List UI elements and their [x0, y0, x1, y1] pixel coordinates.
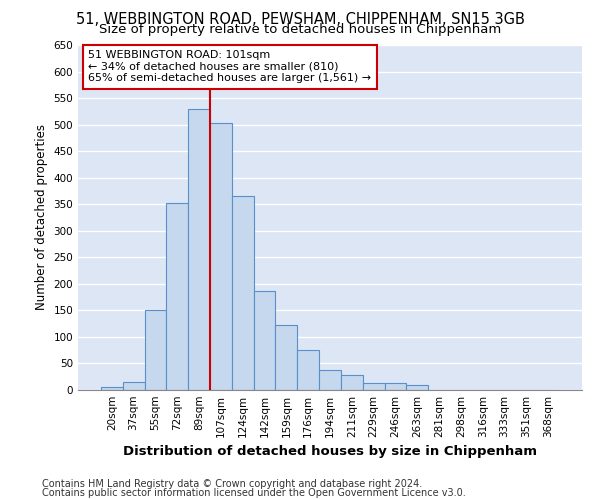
Bar	[101, 388, 123, 390]
Bar	[188, 108, 210, 390]
Text: Contains public sector information licensed under the Open Government Licence v3: Contains public sector information licen…	[42, 488, 466, 498]
Text: 51 WEBBINGTON ROAD: 101sqm
← 34% of detached houses are smaller (810)
65% of sem: 51 WEBBINGTON ROAD: 101sqm ← 34% of deta…	[88, 50, 371, 84]
Bar	[319, 370, 341, 390]
Bar	[406, 384, 428, 390]
Text: Size of property relative to detached houses in Chippenham: Size of property relative to detached ho…	[99, 22, 501, 36]
Bar	[254, 290, 275, 390]
Bar	[341, 375, 363, 390]
Bar	[297, 350, 319, 390]
Text: Contains HM Land Registry data © Crown copyright and database right 2024.: Contains HM Land Registry data © Crown c…	[42, 479, 422, 489]
Text: 51, WEBBINGTON ROAD, PEWSHAM, CHIPPENHAM, SN15 3GB: 51, WEBBINGTON ROAD, PEWSHAM, CHIPPENHAM…	[76, 12, 524, 28]
Bar	[232, 196, 254, 390]
Bar	[123, 382, 145, 390]
Bar	[210, 123, 232, 390]
X-axis label: Distribution of detached houses by size in Chippenham: Distribution of detached houses by size …	[123, 446, 537, 458]
Bar	[275, 325, 297, 390]
Bar	[166, 202, 188, 390]
Bar	[363, 383, 385, 390]
Y-axis label: Number of detached properties: Number of detached properties	[35, 124, 48, 310]
Bar	[385, 383, 406, 390]
Bar	[145, 310, 166, 390]
